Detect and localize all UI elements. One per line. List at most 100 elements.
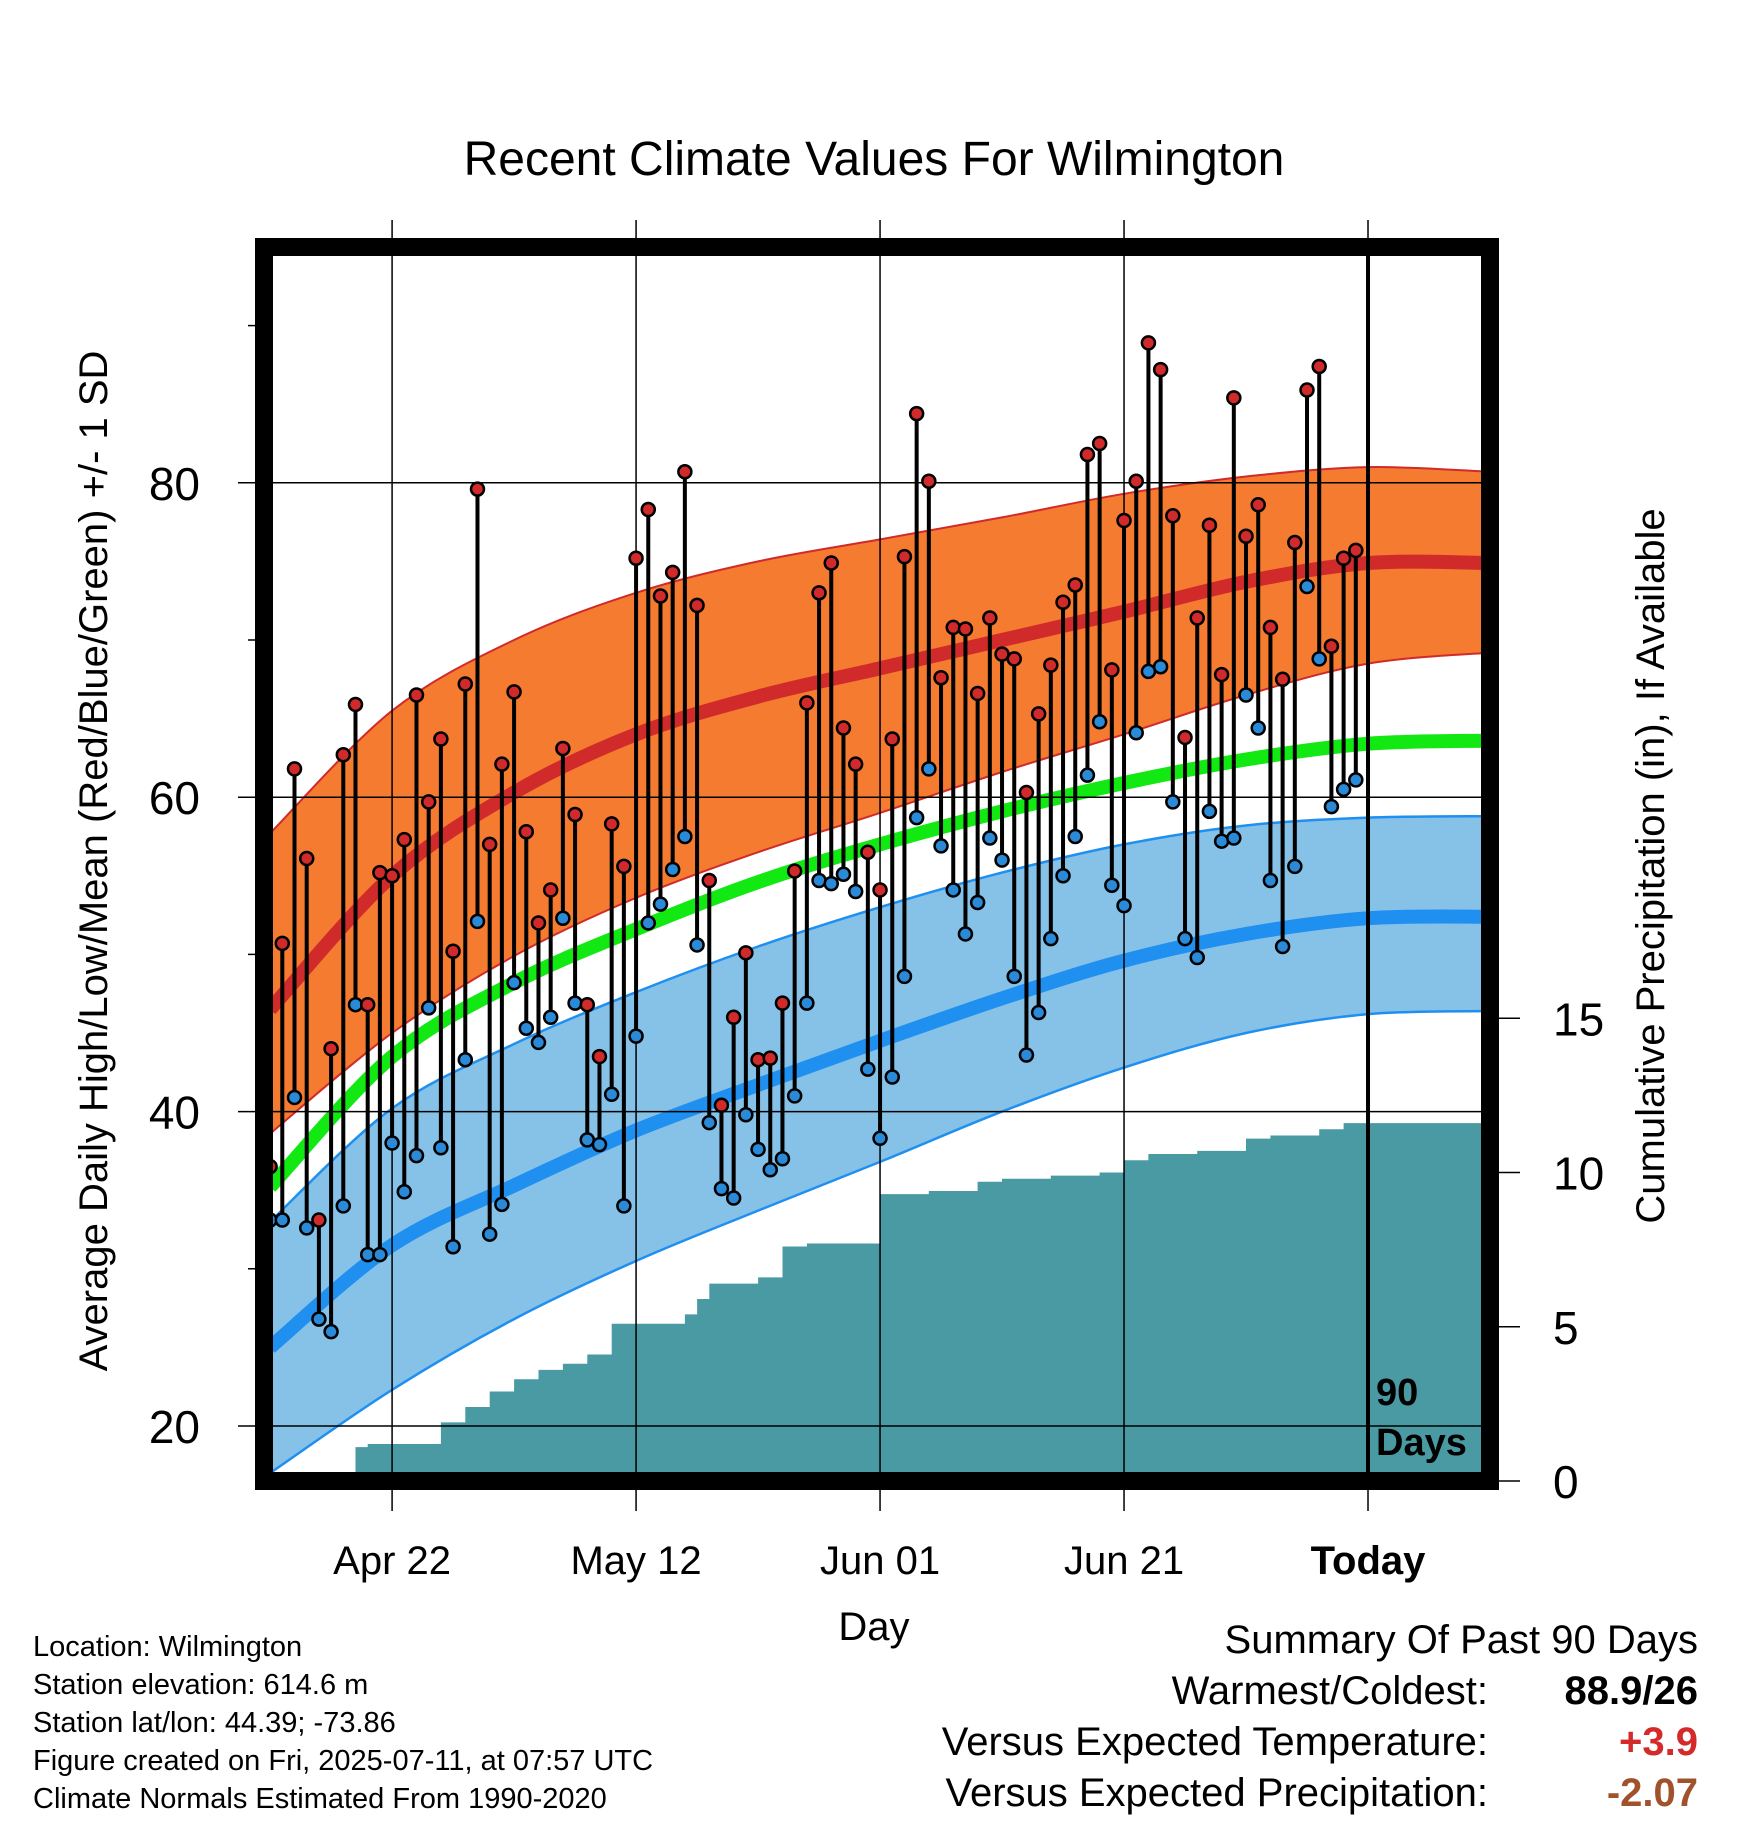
daily-low-point	[1287, 858, 1303, 875]
x-tick-label: Jun 01	[820, 1539, 940, 1583]
daily-high-point	[884, 731, 900, 747]
daily-high-point	[1201, 517, 1218, 533]
daily-low-point	[311, 1311, 327, 1327]
daily-high-point	[518, 824, 535, 840]
daily-low-point	[384, 1135, 400, 1151]
daily-high-point	[969, 685, 986, 702]
daily-low-point	[1043, 930, 1059, 947]
latlon-text: Station lat/lon: 44.39; -73.86	[33, 1707, 396, 1739]
daily-low-point	[298, 1220, 315, 1236]
x-tick-label: Apr 22	[333, 1539, 451, 1583]
daily-low-point	[896, 968, 913, 985]
temp-anomaly-label: Versus Expected Temperature:	[941, 1720, 1488, 1764]
daily-high-point	[530, 915, 547, 931]
daily-high-point	[1287, 534, 1303, 551]
daily-high-point	[1250, 497, 1266, 513]
precip-anomaly-value: -2.07	[1606, 1771, 1698, 1815]
daily-low-point	[1201, 803, 1218, 820]
daily-high-point	[1128, 473, 1144, 489]
daily-low-point	[616, 1198, 632, 1214]
daily-low-point	[799, 995, 815, 1011]
daily-low-point	[372, 1246, 388, 1263]
daily-high-point	[1323, 638, 1340, 655]
daily-low-point	[506, 974, 522, 991]
summary-precip-row: Versus Expected Precipitation: -2.07	[878, 1771, 1698, 1822]
daily-low-point	[1104, 877, 1120, 893]
daily-low-point	[433, 1139, 449, 1156]
daily-high-point	[1274, 671, 1291, 688]
daily-high-point	[750, 1051, 766, 1068]
daily-low-point	[1299, 578, 1315, 595]
daily-low-point	[445, 1239, 461, 1255]
today-label: 90	[1376, 1372, 1418, 1414]
precip-tick-label: 10	[1553, 1148, 1604, 1200]
daily-high-point	[811, 585, 827, 601]
daily-high-point	[640, 501, 657, 518]
daily-low-point	[750, 1141, 766, 1158]
daily-high-point	[738, 945, 754, 961]
daily-high-point	[274, 935, 291, 952]
daily-low-point	[872, 1130, 888, 1147]
daily-low-point	[884, 1069, 900, 1085]
daily-high-point	[457, 676, 474, 692]
daily-high-point	[481, 836, 498, 853]
daily-high-point	[603, 816, 620, 832]
daily-high-point	[384, 868, 400, 884]
daily-high-point	[957, 621, 974, 637]
chart-title: Recent Climate Values For Wilmington	[464, 133, 1285, 186]
daily-high-point	[1262, 619, 1279, 636]
daily-high-point	[1030, 706, 1047, 722]
daily-low-point	[1091, 713, 1108, 730]
plot-frame	[255, 238, 1499, 1490]
y-axis-label: Average Daily High/Low/Mean (Red/Blue/Gr…	[72, 351, 116, 1372]
today-label: Days	[1376, 1422, 1467, 1464]
daily-low-point	[1018, 1047, 1035, 1063]
daily-high-point	[725, 1009, 742, 1026]
location-text: Location: Wilmington	[33, 1631, 303, 1663]
daily-low-point	[542, 1009, 559, 1026]
daily-low-point	[1030, 1004, 1047, 1021]
daily-high-point	[542, 882, 559, 898]
daily-high-point	[1189, 610, 1205, 626]
daily-low-point	[652, 896, 669, 912]
daily-high-point	[677, 464, 693, 480]
daily-low-point	[420, 1000, 437, 1016]
daily-high-point	[1006, 651, 1022, 667]
temp-anomaly-value: +3.9	[1619, 1720, 1698, 1764]
daily-low-point	[664, 861, 681, 878]
daily-low-point	[811, 872, 827, 889]
daily-low-point	[494, 1196, 510, 1213]
daily-high-point	[311, 1212, 327, 1228]
axes-layer: 20 40 60 80 Apr 22 May 12 Jun 01 Jun 21 Today 0 5 1…	[149, 220, 1604, 1583]
daily-low-point	[957, 926, 974, 942]
precip-anomaly-label: Versus Expected Precipitation:	[945, 1771, 1488, 1815]
daily-high-point	[1299, 382, 1315, 398]
y-tick-label: 40	[149, 1087, 200, 1139]
daily-low-point	[835, 866, 852, 882]
daily-high-point	[579, 996, 596, 1013]
daily-high-point	[1018, 784, 1035, 801]
daily-low-point	[408, 1147, 425, 1164]
daily-high-point	[1177, 729, 1193, 746]
daily-low-point	[518, 1020, 535, 1037]
daily-high-point	[1116, 512, 1132, 529]
daily-low-point	[1348, 772, 1364, 788]
daily-high-point	[847, 756, 864, 772]
daily-low-point	[689, 937, 705, 953]
daily-high-point	[1140, 335, 1157, 351]
daily-high-point	[494, 756, 510, 772]
daily-high-point	[347, 696, 364, 713]
daily-low-point	[530, 1034, 547, 1051]
daily-low-point	[847, 883, 864, 900]
daily-high-point	[896, 548, 913, 565]
daily-high-point	[591, 1048, 608, 1065]
daily-high-point	[1104, 662, 1120, 678]
x-tick-label: May 12	[570, 1539, 701, 1583]
daily-high-point	[567, 806, 583, 823]
daily-high-point	[1152, 361, 1169, 378]
daily-low-point	[860, 1061, 876, 1077]
daily-high-point	[1067, 577, 1083, 593]
daily-low-point	[1335, 781, 1352, 798]
warm-cold-label: Warmest/Coldest:	[1171, 1669, 1488, 1713]
